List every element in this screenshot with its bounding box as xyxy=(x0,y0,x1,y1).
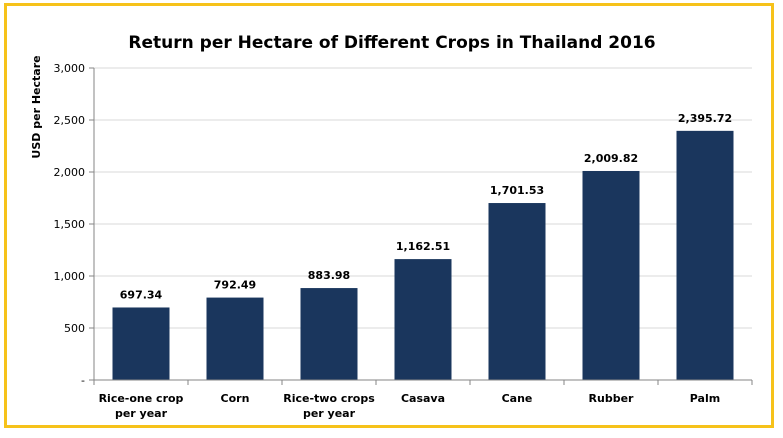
y-tick-label: - xyxy=(81,374,85,387)
category-label: Casava xyxy=(401,392,445,405)
y-tick-label: 500 xyxy=(64,322,85,335)
bar xyxy=(206,297,264,380)
bar xyxy=(394,259,452,380)
y-axis-ticks: - 500 1,000 1,500 2,000 2,500 3,000 xyxy=(54,62,94,387)
gridlines xyxy=(94,67,752,329)
y-axis-label: USD per Hectare xyxy=(30,55,43,158)
category-label: Palm xyxy=(690,392,720,405)
category-label: Rice-one crop per year xyxy=(99,392,184,420)
data-label: 1,162.51 xyxy=(396,240,450,253)
bar xyxy=(300,288,358,380)
category-label: Corn xyxy=(221,392,250,405)
data-labels: 697.34 792.49 883.98 1,162.51 1,701.53 2,009.… xyxy=(120,112,732,302)
data-label: 1,701.53 xyxy=(490,184,544,197)
category-label: Rice-two crops per year xyxy=(283,392,375,420)
y-tick-label: 1,000 xyxy=(54,270,86,283)
bar xyxy=(488,203,546,380)
category-label: Cane xyxy=(502,392,533,405)
data-label: 792.49 xyxy=(214,279,256,292)
x-axis-categories: Rice-one crop per year Corn Rice-two crops p… xyxy=(99,392,721,420)
bar xyxy=(582,170,640,380)
data-label: 697.34 xyxy=(120,288,163,301)
bar xyxy=(676,130,734,380)
y-tick-label: 1,500 xyxy=(54,218,86,231)
y-tick-label: 2,500 xyxy=(54,114,86,127)
category-label: Rubber xyxy=(589,392,635,405)
bar xyxy=(112,307,170,380)
y-tick-label: 2,000 xyxy=(54,166,86,179)
bars xyxy=(112,130,734,380)
data-label: 2,009.82 xyxy=(584,152,638,165)
axes xyxy=(93,68,753,385)
chart-title: Return per Hectare of Different Crops in… xyxy=(128,33,655,53)
y-tick-label: 3,000 xyxy=(54,62,86,75)
data-label: 2,395.72 xyxy=(678,112,732,125)
data-label: 883.98 xyxy=(308,269,350,282)
